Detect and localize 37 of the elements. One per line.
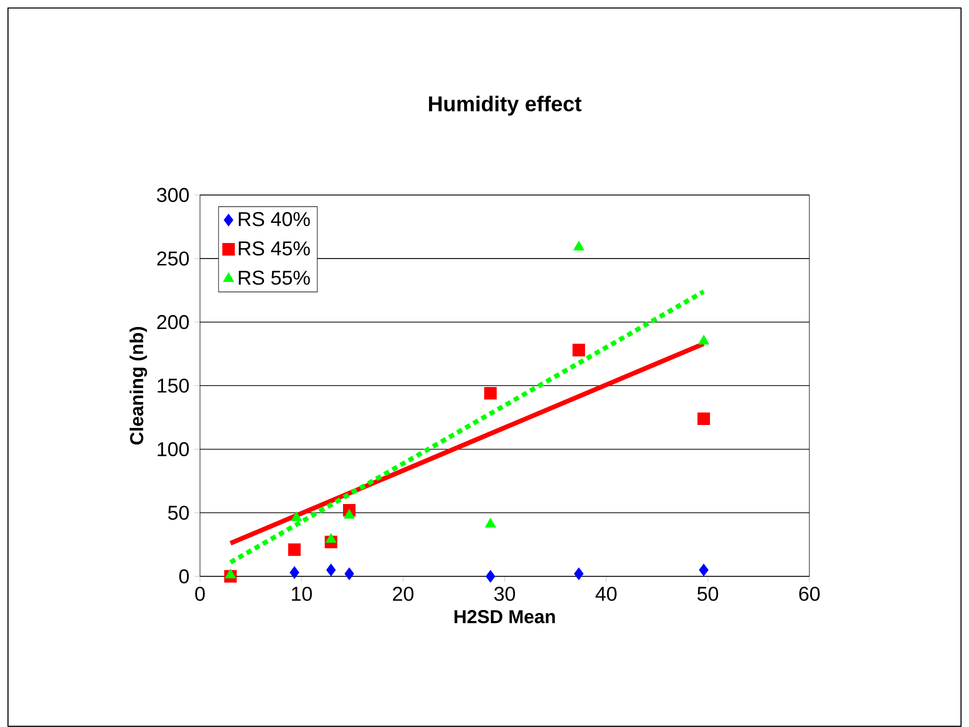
y-tick-label: 250	[157, 251, 189, 266]
point	[344, 568, 354, 580]
y-tick-label: 100	[158, 442, 189, 456]
point	[326, 564, 336, 576]
x-tick-label: 40	[596, 586, 617, 601]
point	[486, 570, 496, 583]
point	[344, 509, 355, 519]
point	[288, 543, 301, 556]
point	[698, 564, 708, 576]
y-tick-label: 300	[156, 188, 189, 202]
x-axis-title: H2SD Mean	[454, 610, 555, 624]
x-tick-label: 50	[697, 586, 718, 601]
point	[697, 412, 710, 425]
y-axis-title: Cleaning (nb)	[130, 326, 148, 445]
point	[326, 533, 336, 543]
point	[484, 518, 496, 528]
x-tick-label: 0	[195, 586, 205, 601]
point	[572, 344, 586, 356]
y-tick-label: 50	[168, 506, 189, 520]
point	[290, 566, 300, 579]
legend-label: RS 45%	[238, 241, 310, 256]
point	[225, 568, 236, 578]
legend-label: RS 55%	[238, 270, 310, 285]
y-tick-label: 150	[158, 378, 189, 393]
legend-label: RS 40%	[238, 212, 310, 226]
y-tick-label: 200	[157, 315, 189, 330]
x-tick-label: 60	[799, 586, 820, 601]
point	[698, 334, 710, 344]
point	[291, 512, 302, 522]
y-tick-label: 0	[179, 569, 189, 584]
x-tick-label: 10	[292, 586, 312, 601]
x-tick-label: 30	[494, 586, 515, 601]
point	[573, 240, 584, 250]
point	[484, 387, 497, 400]
x-tick-label: 20	[392, 586, 414, 601]
point	[574, 568, 584, 580]
chart-title: Humidity effect	[429, 96, 582, 116]
